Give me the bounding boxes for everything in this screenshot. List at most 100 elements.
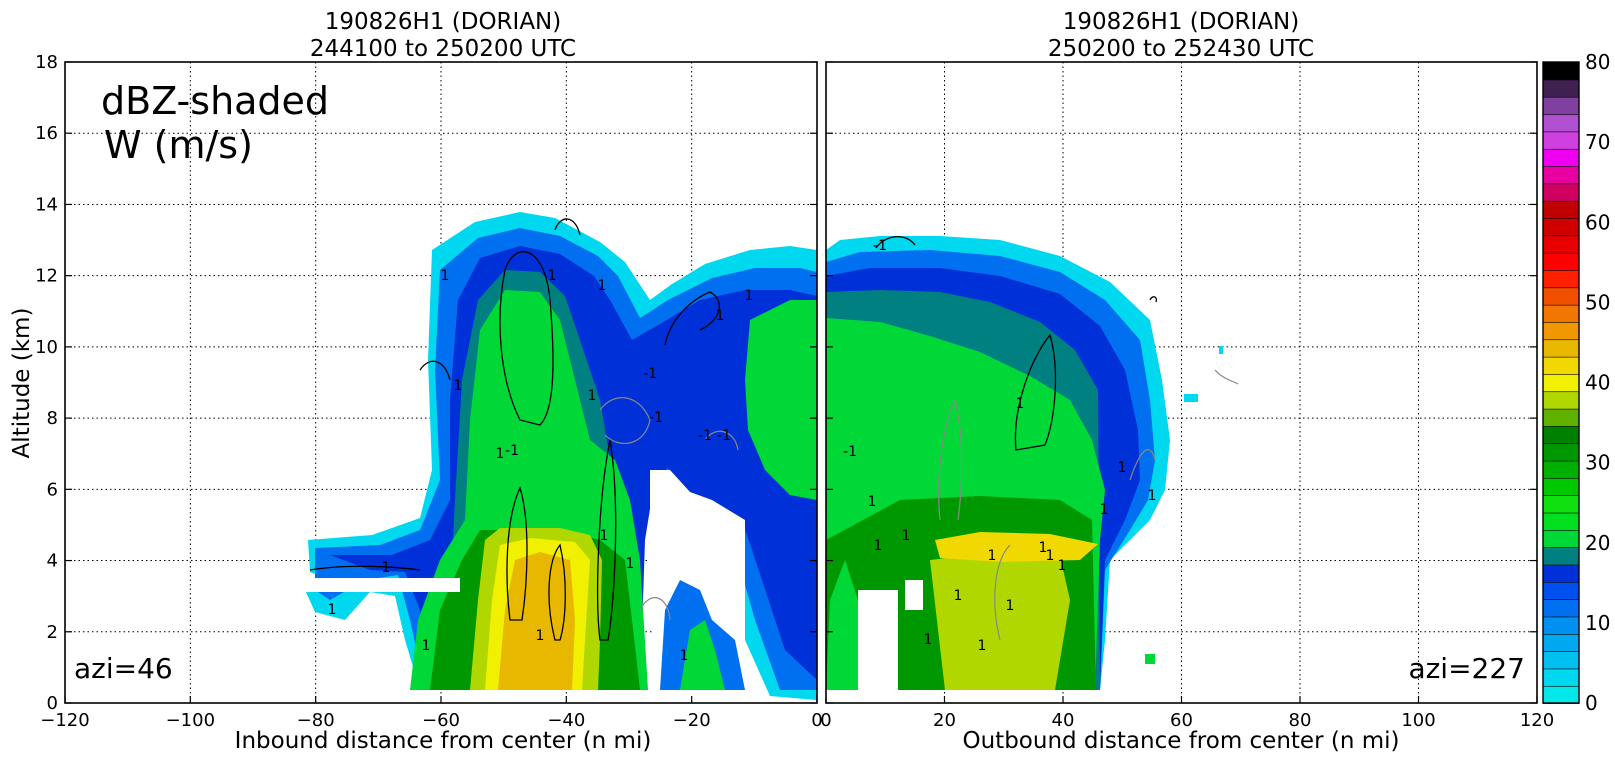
y-axis: 0 2 4 6 8 10 12 14 16 18 — [35, 52, 58, 714]
contour-label: 1 — [716, 308, 725, 324]
colorbar-tick-label: 70 — [1585, 130, 1610, 154]
contour-label: 1 — [454, 378, 463, 394]
colorbar-cell — [1542, 616, 1580, 635]
y-axis-label: Altitude (km) — [9, 308, 35, 459]
contour-label: 1 — [1016, 396, 1025, 412]
contour-label: 1 — [745, 288, 754, 304]
x-tick-label: 100 — [1401, 710, 1435, 731]
colorbar-cell — [1542, 529, 1580, 548]
colorbar-cell — [1542, 581, 1580, 600]
right-dbz-gap-2 — [905, 580, 923, 610]
contour-label: 1 — [874, 538, 883, 554]
contour-label: 1 — [588, 388, 597, 404]
left-panel-title-line2: 244100 to 250200 UTC — [310, 36, 576, 62]
contour-label: 1 — [988, 548, 997, 564]
x-tick-label: 60 — [1170, 710, 1193, 731]
colorbar-cell — [1542, 650, 1580, 670]
right-azimuth-label: azi=227 — [1408, 652, 1525, 685]
contour-label: 1 — [954, 588, 963, 604]
contour-label: 1 — [1148, 488, 1157, 504]
colorbar-cell — [1542, 390, 1580, 410]
colorbar-cell — [1542, 512, 1580, 531]
contour-label: 1 — [422, 638, 431, 654]
colorbar-cell — [1542, 113, 1580, 133]
right-dbz-speck-2 — [1145, 654, 1155, 664]
right-panel: 190826H1 (DORIAN) 250200 to 252430 UTC — [820, 9, 1554, 754]
contour-label: 1 — [1039, 540, 1048, 556]
colorbar-cell — [1542, 234, 1580, 254]
overlay-label-w: W (m/s) — [104, 123, 253, 167]
contour-label: 1 — [680, 648, 689, 664]
contour-label: 1 — [1100, 502, 1109, 518]
left-azimuth-label: azi=46 — [74, 652, 173, 685]
x-tick-label: 80 — [1289, 710, 1312, 731]
right-dbz-band-yellow — [935, 532, 1098, 562]
right-w-contours-gray — [938, 369, 1239, 641]
x-tick-label: −40 — [547, 710, 585, 731]
right-x-axis-label: Outbound distance from center (n mi) — [963, 728, 1400, 754]
colorbar-cell — [1542, 61, 1580, 81]
colorbar-cell — [1542, 148, 1580, 167]
colorbar-cell — [1542, 286, 1580, 306]
y-tick-label: 10 — [35, 337, 58, 358]
right-panel-title-line2: 250200 to 252430 UTC — [1048, 36, 1314, 62]
left-x-axis-label: Inbound distance from center (n mi) — [235, 728, 652, 754]
colorbar-tick-label: 0 — [1585, 691, 1598, 715]
colorbar-frame — [1542, 61, 1580, 704]
contour-label: -1 — [717, 428, 731, 444]
y-tick-label: 6 — [47, 479, 58, 500]
right-panel-title-line1: 190826H1 (DORIAN) — [1063, 9, 1300, 35]
right-dbz-speck-3 — [1219, 346, 1223, 354]
colorbar-cell — [1542, 425, 1580, 445]
contour-label: 1 — [1118, 460, 1127, 476]
colorbar: 0 10 20 30 40 50 60 70 80 — [1542, 50, 1610, 715]
colorbar-tick-label: 10 — [1585, 611, 1610, 635]
contour-label: 1 — [598, 278, 607, 294]
colorbar-cell — [1542, 633, 1580, 652]
right-dbz-speck-1 — [1184, 394, 1198, 402]
x-tick-label: −120 — [40, 710, 89, 731]
right-dbz-gap-1 — [858, 590, 898, 690]
colorbar-cell — [1542, 252, 1580, 271]
colorbar-tick-label: 40 — [1585, 371, 1610, 395]
y-tick-label: 2 — [47, 622, 58, 643]
left-dbz-gap — [300, 578, 460, 592]
colorbar-cell — [1542, 477, 1580, 497]
contour-label: 1 — [924, 632, 933, 648]
x-tick-label: −100 — [166, 710, 215, 731]
colorbar-cell — [1542, 685, 1580, 704]
colorbar-tick-label: 80 — [1585, 50, 1610, 74]
y-tick-label: 18 — [35, 52, 58, 73]
contour-label: 1 — [1058, 558, 1067, 574]
contour-label: 1 — [868, 494, 877, 510]
left-dbz-lower-cell-green — [680, 620, 725, 690]
colorbar-cell — [1542, 494, 1580, 514]
left-panel: 190826H1 (DORIAN) 244100 to 250200 UTC — [35, 9, 823, 754]
contour-label: 1 — [600, 528, 609, 544]
contour-label: -1 — [873, 238, 887, 254]
colorbar-ticks: 0 10 20 30 40 50 60 70 80 — [1585, 50, 1610, 715]
colorbar-cell — [1542, 96, 1580, 115]
left-dbz-band-green-upper-right — [745, 300, 817, 500]
colorbar-cell — [1542, 304, 1580, 323]
contour-label: 1 — [1046, 548, 1055, 564]
y-tick-label: 0 — [47, 693, 58, 714]
contour-label: 1 — [496, 446, 505, 462]
colorbar-cell — [1542, 668, 1580, 687]
colorbar-tick-label: 30 — [1585, 451, 1610, 475]
x-tick-label: −20 — [673, 710, 711, 731]
colorbar-tick-label: 50 — [1585, 290, 1610, 314]
colorbar-cell — [1542, 217, 1580, 237]
contour-label: 1 — [902, 528, 911, 544]
colorbar-cell — [1542, 130, 1580, 150]
contour-label: 1 — [1006, 598, 1015, 614]
right-dbz-lower-left — [826, 560, 858, 690]
colorbar-cell — [1542, 321, 1580, 341]
overlay-label-dbz: dBZ-shaded — [101, 79, 329, 123]
colorbar-tick-label: 60 — [1585, 210, 1610, 234]
colorbar-cell — [1542, 79, 1580, 98]
